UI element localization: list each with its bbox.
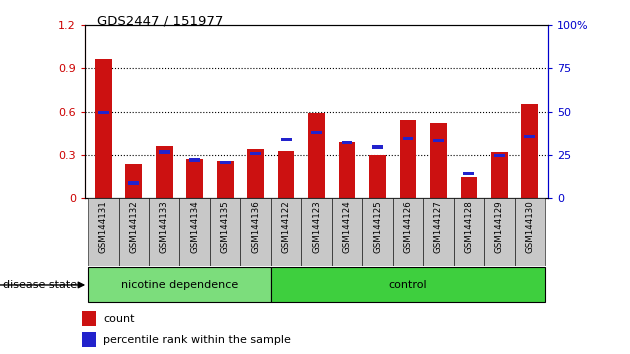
Text: GSM144124: GSM144124 bbox=[343, 200, 352, 253]
Text: GSM144133: GSM144133 bbox=[160, 200, 169, 253]
Bar bbox=[186, 159, 203, 198]
Text: GSM144130: GSM144130 bbox=[525, 200, 534, 253]
Bar bbox=[392, 198, 423, 266]
Text: GSM144122: GSM144122 bbox=[282, 200, 290, 253]
Bar bbox=[82, 311, 96, 326]
Text: GSM144132: GSM144132 bbox=[129, 200, 139, 253]
Bar bbox=[372, 145, 383, 149]
Text: disease state: disease state bbox=[3, 280, 77, 290]
Text: GSM144129: GSM144129 bbox=[495, 200, 504, 253]
Text: GSM144131: GSM144131 bbox=[99, 200, 108, 253]
Text: GSM144135: GSM144135 bbox=[220, 200, 230, 253]
Bar bbox=[491, 152, 508, 198]
Bar bbox=[423, 198, 454, 266]
Bar bbox=[220, 161, 231, 164]
Bar bbox=[433, 139, 444, 142]
Text: count: count bbox=[103, 314, 135, 324]
Bar bbox=[217, 161, 234, 198]
Bar bbox=[88, 268, 271, 302]
Bar bbox=[362, 198, 392, 266]
Bar bbox=[156, 146, 173, 198]
Text: GSM144123: GSM144123 bbox=[312, 200, 321, 253]
Bar bbox=[129, 182, 139, 185]
Bar bbox=[98, 111, 109, 114]
Bar bbox=[461, 177, 478, 198]
Bar bbox=[522, 104, 538, 198]
Bar bbox=[524, 135, 536, 138]
Bar bbox=[247, 149, 264, 198]
Text: nicotine dependence: nicotine dependence bbox=[121, 280, 238, 290]
Bar bbox=[95, 59, 112, 198]
Bar bbox=[332, 198, 362, 266]
Bar bbox=[311, 131, 322, 134]
Bar bbox=[189, 158, 200, 161]
Bar bbox=[301, 198, 332, 266]
Bar bbox=[515, 198, 545, 266]
Bar bbox=[278, 150, 294, 198]
Text: GSM144127: GSM144127 bbox=[434, 200, 443, 253]
Bar bbox=[118, 198, 149, 266]
Bar bbox=[399, 120, 416, 198]
Bar bbox=[464, 172, 474, 175]
Bar bbox=[430, 123, 447, 198]
Text: GSM144126: GSM144126 bbox=[403, 200, 413, 253]
Bar bbox=[281, 138, 292, 141]
Bar bbox=[210, 198, 241, 266]
Bar bbox=[403, 137, 413, 140]
Bar bbox=[250, 152, 261, 155]
Text: GSM144125: GSM144125 bbox=[373, 200, 382, 253]
Bar bbox=[484, 198, 515, 266]
Bar bbox=[159, 150, 169, 154]
Bar bbox=[308, 113, 325, 198]
Bar bbox=[82, 332, 96, 347]
Bar bbox=[341, 141, 352, 144]
Bar bbox=[241, 198, 271, 266]
Text: percentile rank within the sample: percentile rank within the sample bbox=[103, 335, 291, 345]
Bar bbox=[369, 155, 386, 198]
Bar bbox=[125, 164, 142, 198]
Bar bbox=[180, 198, 210, 266]
Bar bbox=[454, 198, 484, 266]
Bar bbox=[339, 142, 355, 198]
Bar bbox=[88, 198, 118, 266]
Text: GSM144128: GSM144128 bbox=[464, 200, 473, 253]
Bar bbox=[271, 198, 301, 266]
Text: GSM144134: GSM144134 bbox=[190, 200, 199, 253]
Text: GDS2447 / 151977: GDS2447 / 151977 bbox=[98, 14, 224, 27]
Bar bbox=[271, 268, 545, 302]
Text: GSM144136: GSM144136 bbox=[251, 200, 260, 253]
Text: control: control bbox=[389, 280, 427, 290]
Bar bbox=[149, 198, 180, 266]
Bar bbox=[494, 154, 505, 157]
